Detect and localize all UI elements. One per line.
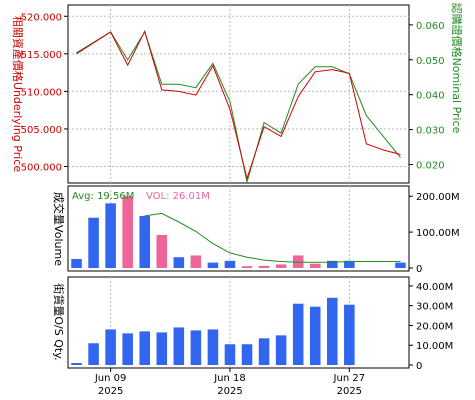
volume-bar	[395, 262, 406, 268]
outstanding-bar	[71, 363, 82, 365]
outstanding-axis-title: 街貨量O/S Qty.	[52, 283, 66, 360]
outstanding-bar	[258, 338, 270, 365]
outstanding-bar	[326, 297, 338, 365]
volume-bar	[122, 196, 133, 268]
price-left-tick-label: 500.000	[21, 162, 62, 173]
outstanding-bar	[139, 331, 151, 365]
volume-bar	[173, 257, 185, 268]
price-right-tick-label: 0.060	[416, 21, 445, 32]
volume-bar	[71, 259, 82, 268]
outstanding-bar	[88, 343, 99, 365]
outstanding-tick-label: 0	[416, 361, 422, 372]
outstanding-bar	[224, 344, 236, 365]
volume-avg-line	[144, 212, 401, 263]
volume-axis-title: 成交量Volume	[52, 192, 66, 266]
outstanding-bar	[156, 332, 168, 365]
price-left-tick-label: 520.000	[21, 12, 62, 23]
x-tick-year: 2025	[98, 386, 123, 397]
panel-frame-os	[67, 276, 410, 369]
outstanding-bar	[190, 330, 202, 365]
panel-frame-price	[67, 4, 410, 184]
outstanding-bar	[275, 335, 287, 365]
volume-bar	[207, 262, 219, 268]
outstanding-bar	[105, 329, 116, 365]
volume-bar	[258, 265, 270, 268]
volume-bar	[344, 260, 355, 268]
outstanding-bar	[292, 303, 304, 365]
outstanding-bar	[344, 304, 355, 365]
volume-bar	[241, 266, 253, 268]
outstanding-bar	[207, 329, 219, 365]
volume-legend-vol: VOL: 26.01M	[146, 191, 210, 202]
volume-bar	[139, 215, 151, 268]
x-tick-year: 2025	[217, 386, 242, 397]
x-tick-label: Jun 27	[333, 373, 366, 384]
outstanding-bar	[241, 344, 253, 365]
price-right-axis-title: 認購證價格Nominal Price	[450, 3, 464, 134]
price-left-tick-label: 505.000	[21, 125, 62, 136]
price-right-tick-label: 0.040	[416, 91, 445, 102]
volume-bar	[275, 264, 287, 268]
volume-tick-label: 100.00M	[416, 228, 460, 239]
volume-bar	[156, 234, 168, 268]
price-left-tick-label: 515.000	[21, 50, 62, 61]
outstanding-tick-label: 10.00M	[416, 341, 453, 352]
volume-tick-label: 0	[416, 264, 422, 275]
volume-bar	[292, 255, 304, 268]
underlying-price-line	[76, 29, 401, 181]
outstanding-tick-label: 20.00M	[416, 321, 453, 332]
volume-tick-label: 200.00M	[416, 192, 460, 203]
price-left-tick-label: 510.000	[21, 87, 62, 98]
price-right-tick-label: 0.020	[416, 161, 445, 172]
volume-legend-avg: Avg: 19.56M	[72, 191, 134, 202]
outstanding-tick-label: 40.00M	[416, 282, 453, 293]
price-right-tick-label: 0.030	[416, 126, 445, 137]
volume-bar	[105, 203, 116, 268]
x-tick-label: Jun 09	[94, 373, 127, 384]
outstanding-bar	[173, 327, 185, 365]
outstanding-bar	[122, 333, 133, 365]
x-tick-year: 2025	[337, 386, 362, 397]
volume-bar	[88, 217, 99, 268]
volume-bar	[309, 263, 321, 268]
volume-bar	[190, 255, 202, 268]
outstanding-tick-label: 30.00M	[416, 302, 453, 313]
price-left-axis-title: 相關資產價格Underlying Price	[11, 16, 25, 172]
outstanding-bar	[309, 306, 321, 365]
price-right-tick-label: 0.050	[416, 56, 445, 67]
volume-bar	[326, 260, 338, 268]
volume-bar	[224, 260, 236, 268]
x-tick-label: Jun 18	[213, 373, 246, 384]
